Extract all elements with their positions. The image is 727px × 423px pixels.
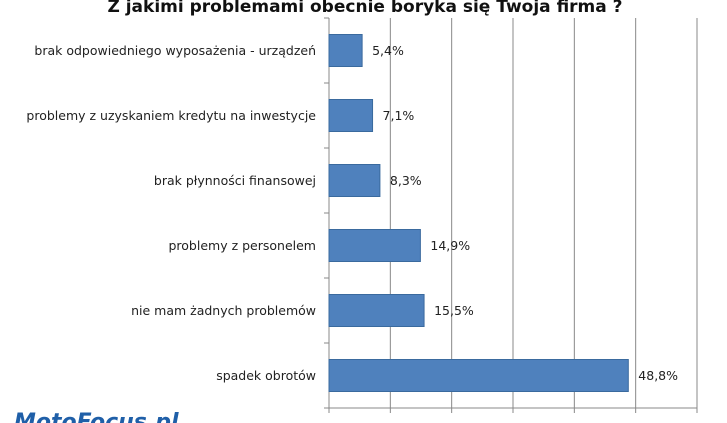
bar (328, 294, 425, 327)
y-tick-label: nie mam żadnych problemów (131, 303, 316, 318)
bar (328, 99, 374, 132)
y-tick-label: problemy z personelem (168, 238, 316, 253)
value-label: 8,3% (390, 173, 422, 188)
bar (328, 359, 629, 392)
y-tick-label: spadek obrotów (216, 368, 316, 383)
bar (328, 34, 363, 67)
value-label: 48,8% (638, 368, 678, 383)
y-tick-label: brak odpowiedniego wyposażenia - urządze… (34, 43, 316, 58)
value-label: 15,5% (434, 303, 474, 318)
y-tick-label: brak płynności finansowej (154, 173, 316, 188)
logo: MotoFocus.pl (14, 410, 179, 423)
value-label: 14,9% (430, 238, 470, 253)
bar (328, 164, 381, 197)
y-tick-label: problemy z uzyskaniem kredytu na inwesty… (26, 108, 316, 123)
value-label: 7,1% (383, 108, 415, 123)
chart-title: Z jakimi problemami obecnie boryka się T… (107, 0, 622, 17)
bar (328, 229, 421, 262)
value-label: 5,4% (372, 43, 404, 58)
